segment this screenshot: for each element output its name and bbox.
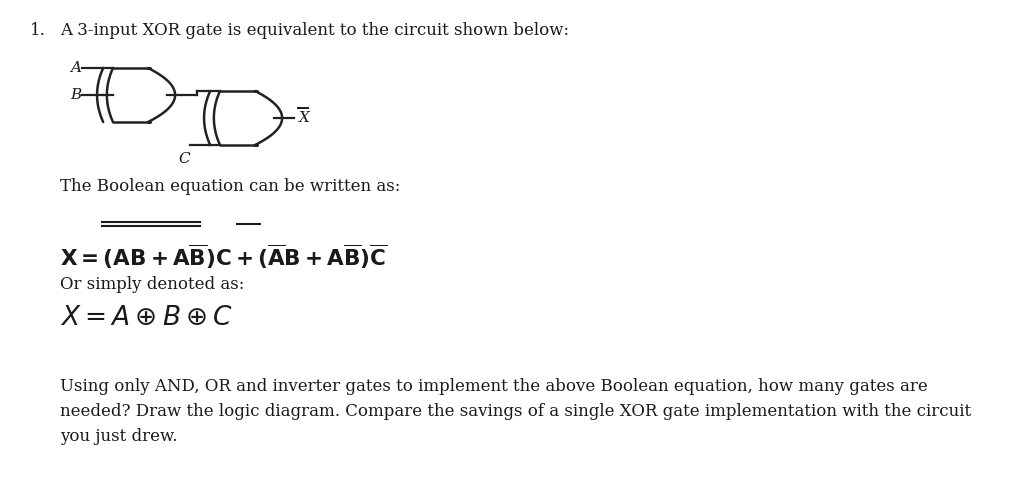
Text: Using only AND, OR and inverter gates to implement the above Boolean equation, h: Using only AND, OR and inverter gates to… bbox=[60, 378, 971, 445]
Text: B: B bbox=[70, 88, 81, 102]
Text: A: A bbox=[70, 61, 81, 75]
Text: A 3-input XOR gate is equivalent to the circuit shown below:: A 3-input XOR gate is equivalent to the … bbox=[60, 22, 569, 39]
Text: $\mathbf{X = (AB + A\overline{B})C + (\overline{A}B + A\overline{B})\overline{C}: $\mathbf{X = (AB + A\overline{B})C + (\o… bbox=[60, 243, 387, 271]
Text: The Boolean equation can be written as:: The Boolean equation can be written as: bbox=[60, 178, 400, 195]
Text: 1.: 1. bbox=[30, 22, 46, 39]
Text: C: C bbox=[178, 152, 189, 166]
Text: $X = A \oplus B \oplus C$: $X = A \oplus B \oplus C$ bbox=[60, 305, 232, 330]
Text: X: X bbox=[299, 111, 310, 125]
Text: Or simply denoted as:: Or simply denoted as: bbox=[60, 276, 245, 293]
